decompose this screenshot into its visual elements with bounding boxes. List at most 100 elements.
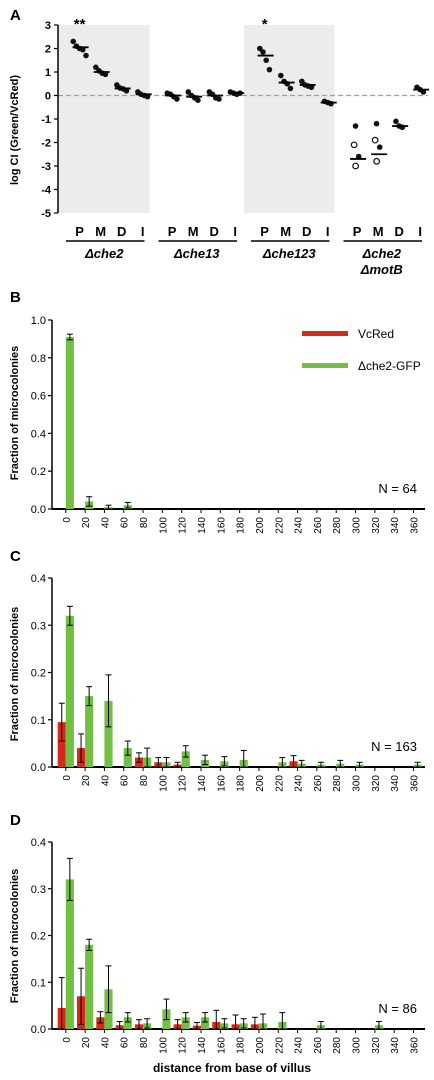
- x-tick-label: 40: [100, 517, 111, 529]
- x-tick-label: 160: [216, 1037, 227, 1054]
- y-tick-label: 0.2: [31, 466, 46, 478]
- x-tick-label: 20: [81, 775, 92, 787]
- x-tick-label: D: [117, 224, 126, 239]
- data-point: [216, 96, 222, 102]
- y-tick-label: -3: [41, 161, 51, 173]
- x-tick-label: 280: [332, 1037, 343, 1054]
- shaded-region: [59, 25, 150, 213]
- x-tick-label: 220: [274, 775, 285, 792]
- y-tick-label: 0.2: [31, 668, 46, 680]
- data-point: [393, 118, 399, 125]
- data-point: [278, 72, 284, 79]
- bar-gfp: [123, 1017, 132, 1029]
- x-tick-label: 360: [409, 775, 420, 792]
- x-tick-label: 60: [120, 1037, 131, 1049]
- x-tick-label: 140: [197, 775, 208, 792]
- x-tick-label: 320: [371, 775, 382, 792]
- panel-d-plot: 0.0 0.1 0.2 0.3 0.4 0 20 40 60 80 100 120 140 160 180 2…: [31, 837, 425, 1054]
- significance-marker: *: [262, 16, 268, 33]
- panel-a-letter: A: [10, 7, 21, 24]
- x-tick-label: 280: [332, 775, 343, 792]
- x-tick-label: D: [394, 224, 403, 239]
- x-tick-label: 80: [139, 775, 150, 787]
- y-tick-label: 0.4: [31, 573, 46, 585]
- x-tick-label: 360: [409, 1037, 420, 1054]
- legend-swatch-gfp: [302, 363, 348, 368]
- group-label: Δche2: [362, 246, 402, 261]
- x-tick-label: 0: [62, 775, 73, 781]
- x-tick-label: 120: [178, 1037, 189, 1054]
- panel-b-plot: 0.0 0.2 0.4 0.6 0.8 1.0 0 20 40 60 80 100 120 140 160 1…: [31, 315, 425, 534]
- y-tick-label: 0.6: [31, 391, 46, 403]
- data-point: [308, 84, 315, 91]
- data-point-open: [352, 162, 360, 170]
- y-tick-label: 0.0: [31, 762, 46, 774]
- x-tick-label: 120: [178, 517, 189, 534]
- data-point: [70, 38, 77, 45]
- x-tick-label: 0: [62, 1037, 73, 1043]
- x-tick-label: 300: [352, 775, 363, 792]
- x-tick-label: 160: [216, 517, 227, 534]
- x-tick-label: M: [188, 224, 199, 239]
- y-tick-label: 0.1: [31, 715, 46, 727]
- group-label: Δche123: [262, 246, 317, 261]
- x-tick-label: I: [326, 224, 330, 239]
- bar-gfp: [65, 879, 74, 1029]
- bar-gfp: [85, 696, 94, 767]
- bar-gfp: [65, 615, 74, 767]
- x-tick-label: 180: [236, 1037, 247, 1054]
- x-tick-label: 160: [216, 775, 227, 792]
- y-tick-label: 0.4: [31, 837, 46, 849]
- x-tick-label: 240: [294, 517, 305, 534]
- group-label-line2: ΔmotB: [360, 262, 403, 277]
- x-tick-label: 40: [100, 1037, 111, 1049]
- x-tick-label: 320: [371, 1037, 382, 1054]
- y-tick-label: 0.0: [31, 504, 46, 516]
- x-tick-label: 260: [313, 1037, 324, 1054]
- data-point: [260, 49, 266, 55]
- significance-marker: **: [74, 16, 86, 33]
- x-tick-label: 260: [313, 517, 324, 534]
- n-label: N = 64: [378, 481, 417, 496]
- x-tick-label: 260: [313, 775, 324, 792]
- x-tick-label: 180: [236, 775, 247, 792]
- x-tick-label: 340: [390, 1037, 401, 1054]
- data-point-open: [371, 136, 379, 144]
- y-tick-label: 0: [45, 91, 51, 103]
- x-tick-label: 200: [255, 517, 266, 534]
- y-tick-label: -4: [41, 185, 52, 197]
- n-label: N = 86: [378, 1001, 417, 1016]
- data-point: [352, 123, 359, 129]
- legend-swatch-vcred: [302, 331, 348, 336]
- x-tick-label: M: [95, 224, 106, 239]
- legend-label-gfp: Δche2-GFP: [358, 359, 421, 373]
- data-point: [287, 85, 294, 92]
- x-tick-label: P: [168, 224, 177, 239]
- x-tick-label: D: [209, 224, 218, 239]
- y-tick-label: 0.3: [31, 884, 46, 896]
- x-tick-label: 80: [139, 1037, 150, 1049]
- y-tick-label: -5: [41, 208, 51, 220]
- x-tick-label: 300: [352, 1037, 363, 1054]
- x-tick-label: 0: [62, 517, 73, 523]
- x-tick-label: 180: [236, 517, 247, 534]
- x-tick-label: 100: [158, 1037, 169, 1054]
- x-tick-label: 40: [100, 775, 111, 787]
- bar-gfp: [104, 700, 113, 767]
- bar-gfp: [201, 1017, 210, 1029]
- data-point: [355, 153, 362, 160]
- x-tick-label: 220: [274, 1037, 285, 1054]
- shaded-region: [244, 25, 335, 213]
- panel-c-plot: 0.0 0.1 0.2 0.3 0.4 0 20 40 60 80 100 120 140 160 180 2…: [31, 573, 425, 792]
- x-tick-label: 100: [158, 775, 169, 792]
- y-tick-label: 3: [45, 20, 51, 32]
- panel-b-letter: B: [10, 289, 21, 306]
- data-point: [123, 88, 130, 94]
- x-tick-label: 280: [332, 517, 343, 534]
- data-point-open: [350, 141, 358, 149]
- x-tick-label: P: [353, 224, 362, 239]
- x-tick-label: 20: [81, 1037, 92, 1049]
- x-tick-label: P: [260, 224, 269, 239]
- bar-gfp: [85, 944, 94, 1029]
